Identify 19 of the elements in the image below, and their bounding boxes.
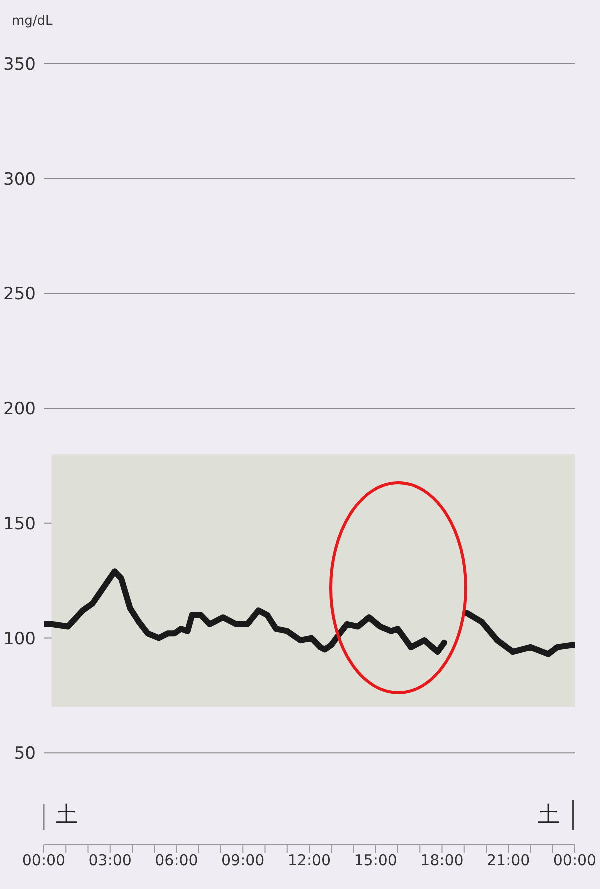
x-tick-label: 03:00 [88,852,132,870]
annotation: 土 [56,802,78,830]
y-tick-label: 200 [4,400,36,420]
x-tick-label: 00:00 [553,852,597,870]
x-tick-label: 06:00 [155,852,198,870]
x-tick-label: 12:00 [288,852,332,870]
y-tick-label: 350 [4,55,36,76]
x-tick-label: 09:00 [222,852,265,870]
y-tick-label: 300 [4,170,36,190]
annotation: 土 [538,802,560,830]
x-tick-label: 00:00 [22,852,66,870]
y-tick-label: 250 [4,284,36,305]
x-tick-label: 15:00 [354,852,398,870]
y-axis-title: mg/dL [12,14,53,29]
y-tick-label: 50 [14,744,36,764]
x-tick-label: 18:00 [420,852,464,870]
y-tick-label: 100 [4,629,36,650]
y-tick-label: 150 [4,514,36,534]
x-tick-label: 21:00 [487,852,530,870]
